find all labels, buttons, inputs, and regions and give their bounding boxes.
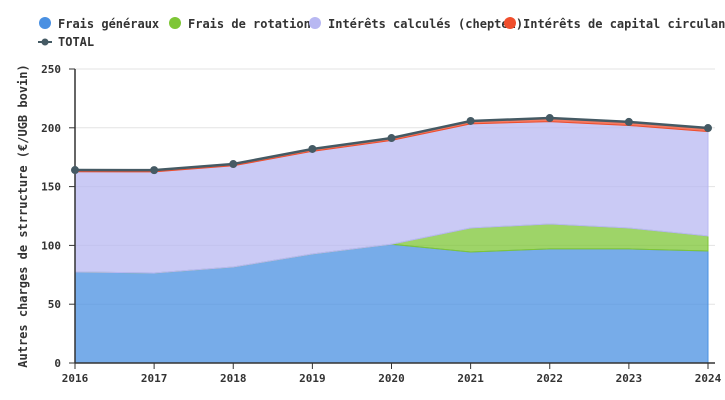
- legend-label: Intérêts calculés (cheptel): [328, 17, 523, 31]
- legend-item-interets-cheptel[interactable]: Intérêts calculés (cheptel): [309, 17, 523, 31]
- x-tick-label: 2023: [616, 372, 643, 385]
- total-point: [71, 166, 79, 175]
- legend-marker: [41, 38, 49, 46]
- y-tick-label: 50: [48, 298, 61, 311]
- y-tick-label: 200: [41, 122, 61, 135]
- total-point: [545, 114, 554, 123]
- y-axis-label: Autres charges de strructure (€/UGB bovi…: [16, 64, 30, 367]
- legend-item-frais-generaux[interactable]: Frais généraux: [39, 17, 159, 31]
- total-line: [71, 114, 712, 175]
- legend-marker: [309, 17, 321, 29]
- total-point: [308, 144, 317, 153]
- total-point: [229, 160, 238, 169]
- x-tick-label: 2021: [457, 372, 484, 385]
- x-tick-label: 2022: [537, 372, 564, 385]
- legend-item-frais-rotation[interactable]: Frais de rotation: [169, 17, 311, 31]
- legend-item-interets-capital[interactable]: Intérêts de capital circulant: [504, 17, 725, 31]
- areas: [74, 117, 709, 364]
- x-tick-label: 2017: [141, 372, 168, 385]
- x-tick-label: 2019: [299, 372, 326, 385]
- x-tick-label: 2018: [220, 372, 247, 385]
- x-tick-label: 2020: [378, 372, 405, 385]
- legend-label: TOTAL: [58, 35, 94, 49]
- legend-item-total[interactable]: TOTAL: [38, 35, 94, 49]
- total-point: [466, 116, 475, 125]
- legend-marker: [169, 17, 181, 29]
- total-point: [387, 134, 396, 143]
- legend-label: Frais de rotation: [188, 17, 311, 31]
- total-point: [704, 124, 712, 133]
- y-tick-label: 250: [41, 63, 61, 76]
- legend: Frais généraux Frais de rotation Intérêt…: [38, 17, 725, 49]
- x-tick-label: 2024: [695, 372, 722, 385]
- total-point: [150, 166, 159, 175]
- legend-marker: [39, 17, 51, 29]
- x-tick-label: 2016: [62, 372, 89, 385]
- legend-label: Frais généraux: [58, 17, 159, 31]
- total-point: [624, 117, 633, 126]
- axes: 0 50 100 150 200 250 2016 2017 2018 2019 2020 2021 2…: [41, 63, 721, 385]
- legend-marker: [504, 17, 516, 29]
- y-tick-label: 100: [41, 239, 61, 252]
- y-tick-label: 150: [41, 181, 61, 194]
- y-tick-label: 0: [54, 357, 61, 370]
- legend-label: Intérêts de capital circulant: [523, 17, 725, 31]
